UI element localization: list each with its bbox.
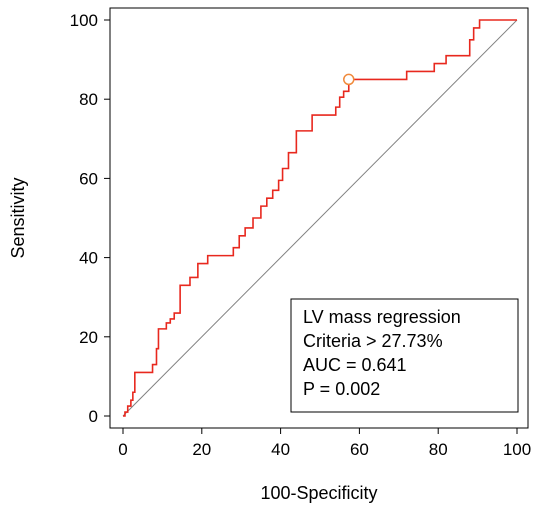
reference-diagonal-line [122,19,518,417]
y-tick-label: 0 [89,407,98,426]
y-tick-label: 80 [79,90,98,109]
x-tick-label: 60 [350,440,369,459]
legend-auc: AUC = 0.641 [303,355,407,375]
criterion-point-marker [343,73,355,86]
x-tick-label: 20 [192,440,211,459]
legend-title: LV mass regression [303,307,461,327]
roc-curve-line [123,19,517,417]
y-axis-ticks: 0 20 40 60 80 100 [70,11,110,426]
y-tick-label: 20 [79,328,98,347]
y-axis-title: Sensitivity [8,177,28,258]
x-tick-label: 40 [271,440,290,459]
y-tick-label: 60 [79,169,98,188]
series-layer [122,19,518,417]
legend-box: LV mass regression Criteria > 27.73% AUC… [290,298,519,413]
legend-criteria: Criteria > 27.73% [303,331,443,351]
x-tick-label: 0 [118,440,127,459]
x-axis-title: 100-Specificity [260,483,377,503]
x-axis-ticks: 0 20 40 60 80 100 [118,428,531,459]
plot-area-frame [109,7,529,429]
x-tick-label: 100 [503,440,531,459]
y-tick-label: 100 [70,11,98,30]
y-tick-label: 40 [79,249,98,268]
x-tick-label: 80 [429,440,448,459]
legend-p-value: P = 0.002 [303,379,380,399]
legend-frame [290,298,519,413]
